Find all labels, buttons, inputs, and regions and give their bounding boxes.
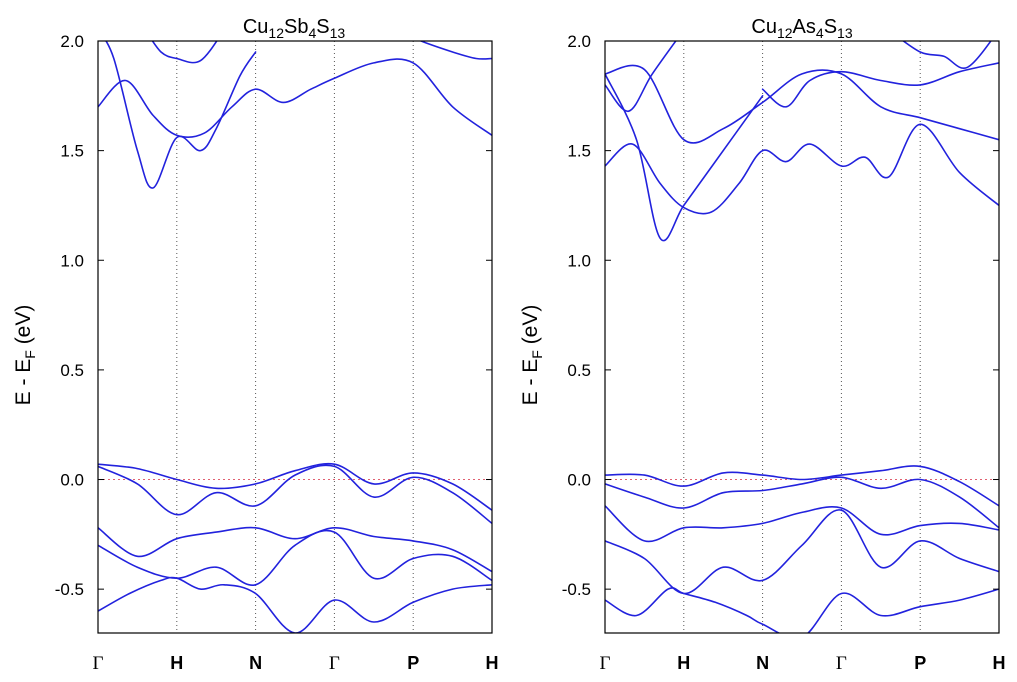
y-axis-label: E - EF (eV) [519, 305, 545, 406]
band-line [98, 58, 492, 138]
k-point-label: H [170, 653, 183, 673]
k-point-label: H [677, 653, 690, 673]
band-line [605, 64, 999, 144]
y-tick-label: 1.0 [60, 251, 84, 270]
k-point-label: Γ [600, 653, 611, 674]
band-line [761, 62, 999, 108]
band-line [605, 505, 999, 543]
band-line [105, 41, 257, 189]
y-tick-label: 1.5 [60, 142, 84, 161]
panel-title: Cu12As4S13 [751, 16, 852, 41]
plot-frame [97, 40, 493, 634]
band-line [98, 529, 492, 586]
band-line [98, 576, 492, 633]
band-line [98, 464, 492, 525]
band-line [605, 465, 999, 507]
k-point-label: Γ [329, 653, 340, 674]
k-point-label: N [756, 653, 769, 673]
band-line [151, 41, 218, 64]
y-axis-label: E - EF (eV) [12, 305, 38, 406]
band-line [605, 509, 999, 595]
y-tick-label: 2.0 [60, 32, 84, 51]
band-series-group [605, 41, 999, 633]
band-series-group [98, 41, 492, 633]
panel-cu12sb4s13: Cu12Sb4S13 E - EF (eV) 2.0 1.5 1.0 0.5 0.0 -0… [12, 16, 499, 674]
y-tick-label: 2.0 [567, 32, 591, 51]
band-line [605, 476, 999, 529]
y-tick-label: -0.5 [562, 580, 591, 599]
y-tick-label: 0.0 [567, 471, 591, 490]
k-point-label: Γ [836, 653, 847, 674]
y-tick-label: 1.0 [567, 251, 591, 270]
k-point-label: Γ [93, 653, 104, 674]
y-tick-label: 0.5 [567, 361, 591, 380]
k-point-label: P [914, 653, 926, 673]
plot-frame [604, 40, 1000, 634]
panel-cu12as4s13: Cu12As4S13 E - EF (eV) 2.0 1.5 1.0 0.5 0.0 -0… [519, 16, 1006, 674]
k-point-label: H [993, 653, 1006, 673]
band-line [901, 41, 992, 69]
band-line [605, 73, 764, 242]
band-line [98, 526, 492, 573]
band-line [605, 41, 677, 112]
band-line [605, 123, 999, 215]
k-point-label: P [407, 653, 419, 673]
band-line [605, 587, 999, 633]
panel-title: Cu12Sb4S13 [243, 16, 346, 41]
y-tick-label: 0.5 [60, 361, 84, 380]
k-point-label: H [486, 653, 499, 673]
y-tick-label: 0.0 [60, 471, 84, 490]
band-line [419, 41, 492, 60]
band-line [98, 462, 492, 511]
k-point-label: N [249, 653, 262, 673]
y-tick-label: -0.5 [55, 580, 84, 599]
y-tick-label: 1.5 [567, 142, 591, 161]
